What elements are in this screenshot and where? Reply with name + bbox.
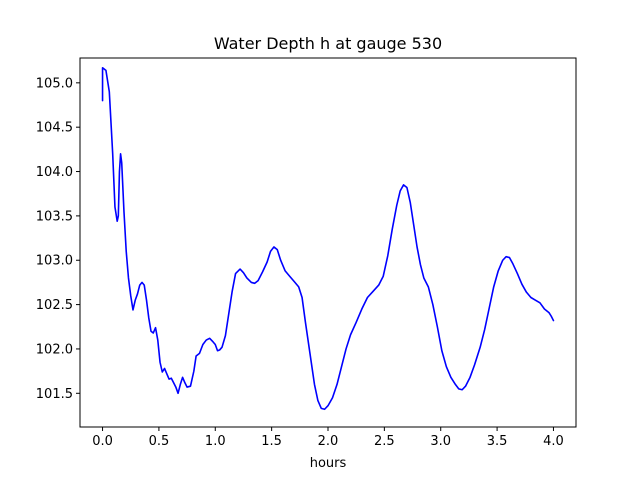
plot-frame (79, 57, 577, 428)
y-tick-label: 102.0 (36, 342, 73, 357)
y-tick-label: 104.5 (36, 121, 73, 136)
y-tick-label: 103.0 (36, 254, 73, 269)
x-tick-label: 2.0 (318, 434, 339, 449)
y-axis-ticks: 101.5 102.0 102.5 103.0 103.5 104.0 104.5 105.0 (36, 76, 80, 402)
x-tick-label: 4.0 (543, 434, 564, 449)
x-tick-label: 0.5 (149, 434, 170, 449)
series-group (101, 66, 555, 411)
x-tick-label: 0.0 (92, 434, 113, 449)
y-tick-label: 102.5 (36, 298, 73, 313)
y-tick-label: 105.0 (36, 76, 73, 91)
chart-title: Water Depth h at gauge 530 (214, 34, 442, 53)
x-tick-label: 2.5 (374, 434, 395, 449)
x-tick-label: 1.5 (261, 434, 282, 449)
x-tick-label: 3.0 (430, 434, 451, 449)
series-line-0 (101, 66, 555, 411)
y-tick-label: 103.5 (36, 209, 73, 224)
x-tick-label: 3.5 (487, 434, 508, 449)
x-axis-label: hours (310, 456, 347, 471)
y-tick-label: 101.5 (36, 387, 73, 402)
y-tick-label: 104.0 (36, 165, 73, 180)
x-axis-ticks: 0.0 0.5 1.0 1.5 2.0 2.5 3.0 3.5 4.0 (92, 427, 564, 449)
x-tick-label: 1.0 (205, 434, 226, 449)
plot-area (80, 58, 576, 427)
